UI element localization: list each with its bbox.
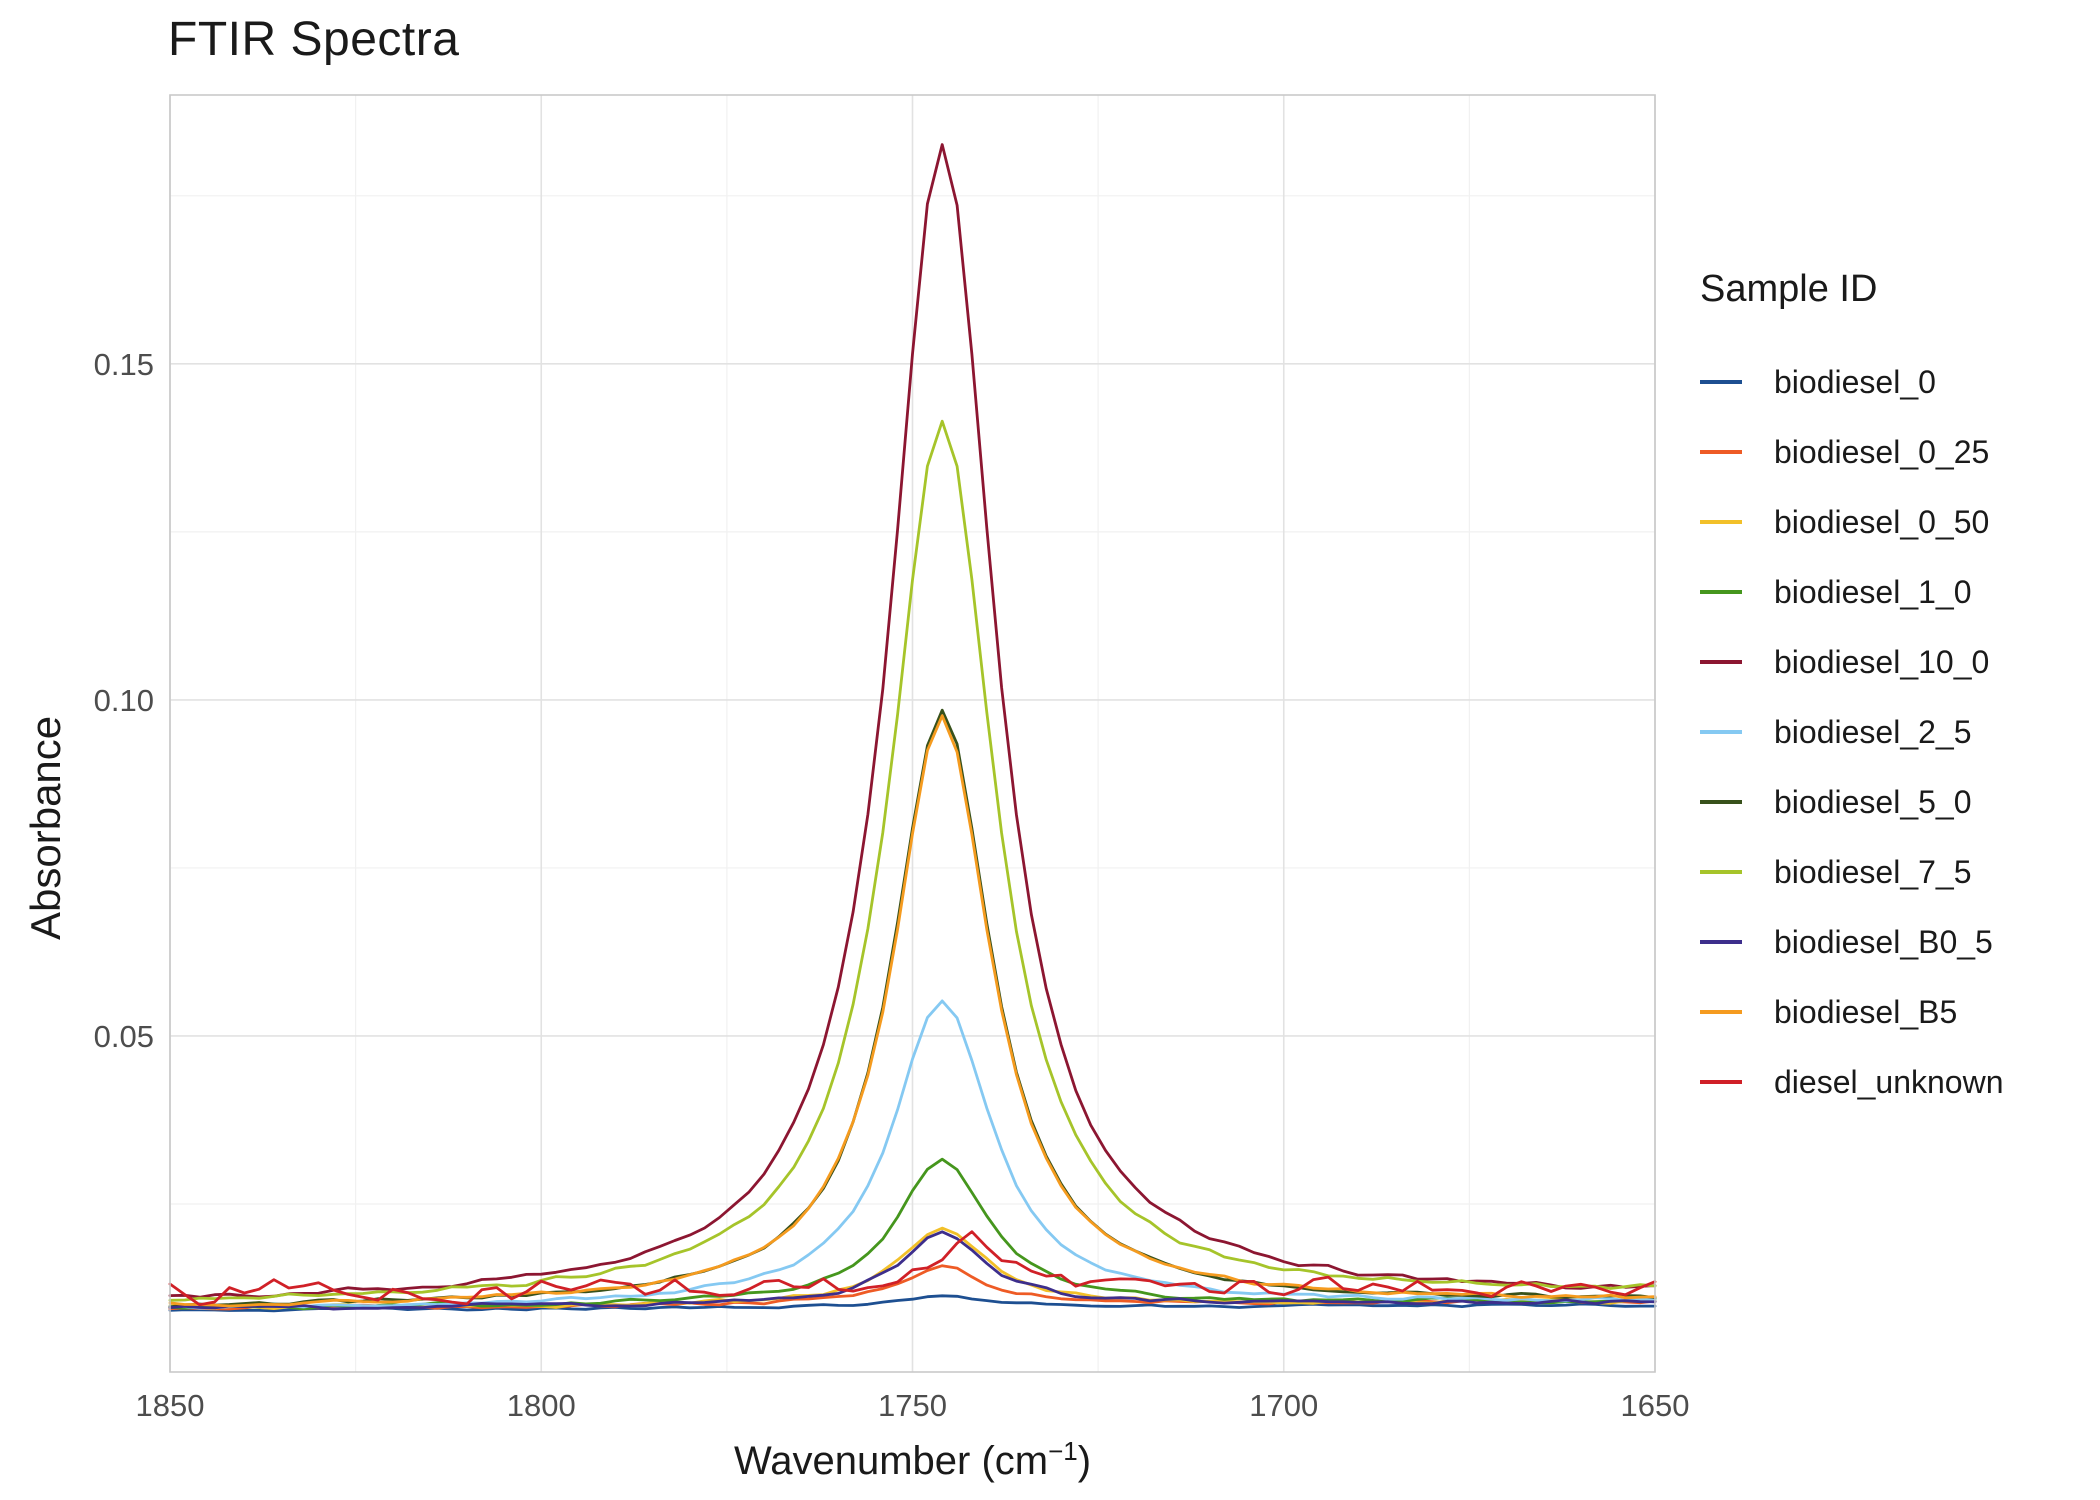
legend-label: biodiesel_0_25 [1774, 433, 1990, 470]
legend-item-biodiesel_B5: biodiesel_B5 [1700, 977, 2090, 1047]
x-axis-title: Wavenumber (cm−1) [170, 1436, 1655, 1484]
legend-key-line [1700, 1080, 1742, 1084]
y-tick-labels: 0.05 0.10 0.15 [94, 347, 154, 1054]
legend-key-line [1700, 800, 1742, 804]
legend-label: diesel_unknown [1774, 1063, 2004, 1100]
legend-label: biodiesel_B0_5 [1774, 923, 1993, 960]
legend-item-biodiesel_0: biodiesel_0 [1700, 347, 2090, 417]
x-tick-label: 1750 [878, 1388, 947, 1423]
series-lines [168, 143, 1657, 1313]
legend-key-line [1700, 660, 1742, 664]
legend: Sample ID biodiesel_0 biodiesel_0_25 biodi… [1700, 268, 2090, 1117]
legend-key-line [1700, 590, 1742, 594]
x-tick-label: 1700 [1249, 1388, 1318, 1423]
chart-title: FTIR Spectra [168, 13, 460, 66]
legend-key-line [1700, 380, 1742, 384]
legend-key-line [1700, 450, 1742, 454]
legend-item-biodiesel_B0_5: biodiesel_B0_5 [1700, 907, 2090, 977]
y-tick-label: 0.15 [94, 347, 154, 382]
legend-label: biodiesel_0 [1774, 363, 1936, 400]
legend-item-biodiesel_1_0: biodiesel_1_0 [1700, 557, 2090, 627]
legend-item-biodiesel_5_0: biodiesel_5_0 [1700, 767, 2090, 837]
series-line-biodiesel_7_5 [168, 419, 1657, 1302]
legend-label: biodiesel_7_5 [1774, 853, 1972, 890]
y-tick-label: 0.05 [94, 1019, 154, 1054]
x-tick-label: 1650 [1621, 1388, 1690, 1423]
legend-item-diesel_unknown: diesel_unknown [1700, 1047, 2090, 1117]
x-tick-label: 1850 [136, 1388, 205, 1423]
series-line-biodiesel_B0_5 [168, 1230, 1657, 1311]
legend-label: biodiesel_1_0 [1774, 573, 1972, 610]
legend-item-biodiesel_10_0: biodiesel_10_0 [1700, 627, 2090, 697]
y-tick-label: 0.10 [94, 683, 154, 718]
legend-label: biodiesel_5_0 [1774, 783, 1972, 820]
legend-label: biodiesel_B5 [1774, 993, 1958, 1030]
legend-label: biodiesel_2_5 [1774, 713, 1972, 750]
legend-item-biodiesel_0_50: biodiesel_0_50 [1700, 487, 2090, 557]
legend-key-line [1700, 870, 1742, 874]
legend-key-line [1700, 520, 1742, 524]
legend-key-line [1700, 940, 1742, 944]
x-tick-labels: 1850 1800 1750 1700 1650 [136, 1388, 1690, 1423]
legend-key-line [1700, 730, 1742, 734]
legend-key-line [1700, 1010, 1742, 1014]
series-line-biodiesel_10_0 [168, 143, 1657, 1299]
series-line-biodiesel_B5 [168, 714, 1657, 1308]
series-line-biodiesel_2_5 [168, 999, 1657, 1310]
legend-item-biodiesel_7_5: biodiesel_7_5 [1700, 837, 2090, 907]
legend-label: biodiesel_10_0 [1774, 643, 1990, 680]
legend-item-biodiesel_2_5: biodiesel_2_5 [1700, 697, 2090, 767]
x-tick-label: 1800 [507, 1388, 576, 1423]
legend-label: biodiesel_0_50 [1774, 503, 1990, 540]
x-axis-title-suffix: ) [1077, 1439, 1092, 1483]
series-line-biodiesel_0 [168, 1294, 1657, 1313]
x-axis-title-superscript: −1 [1048, 1436, 1078, 1466]
legend-title: Sample ID [1700, 268, 1878, 310]
series-line-diesel_unknown [168, 1230, 1657, 1307]
legend-item-biodiesel_0_25: biodiesel_0_25 [1700, 417, 2090, 487]
x-axis-title-prefix: Wavenumber (cm [733, 1439, 1049, 1483]
panel-border [169, 94, 1656, 1373]
